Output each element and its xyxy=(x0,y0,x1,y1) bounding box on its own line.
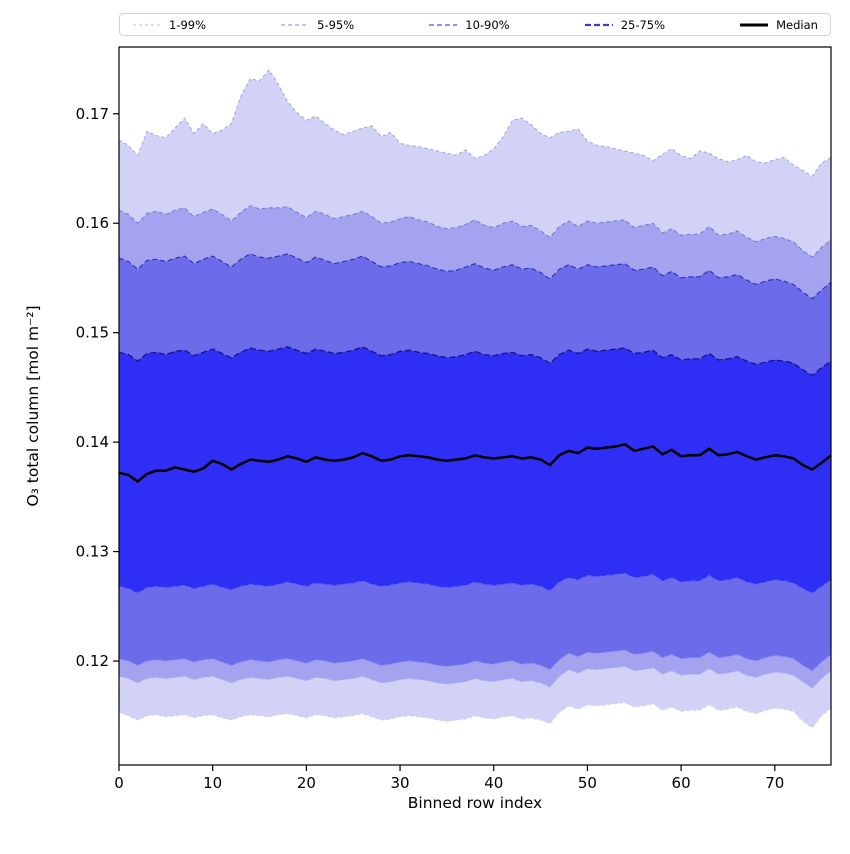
x-tick-label: 70 xyxy=(765,774,784,792)
legend-label: 25-75% xyxy=(620,17,666,32)
p1-line xyxy=(118,702,832,729)
y-tick-label: 0.12 xyxy=(76,652,109,670)
legend-entry-10-90-: 10-90% xyxy=(428,17,510,32)
p75-line xyxy=(118,346,832,377)
x-tick-label: 50 xyxy=(578,774,597,792)
legend-label: 1-99% xyxy=(169,17,207,32)
x-tick-label: 10 xyxy=(203,774,222,792)
y-tick-label: 0.14 xyxy=(76,433,109,451)
legend-entry-1-99-: 1-99% xyxy=(132,18,206,32)
legend-line-sample xyxy=(133,23,161,26)
x-axis-label: Binned row index xyxy=(408,794,542,812)
band-25-75 xyxy=(119,346,831,594)
legend-line-sample xyxy=(740,23,769,26)
y-tick-label: 0.15 xyxy=(76,324,109,342)
x-tick-label: 20 xyxy=(297,774,316,792)
legend-label: 10-90% xyxy=(465,17,510,32)
median-line xyxy=(118,443,832,483)
p5-line xyxy=(118,666,832,689)
legend-label: Median xyxy=(776,17,818,32)
legend-entry-25-75-: 25-75% xyxy=(584,18,665,32)
p90-line xyxy=(118,253,832,300)
x-tick-label: 0 xyxy=(114,774,124,792)
legend-entry-median: Median xyxy=(739,18,818,32)
percentile-edge-lines xyxy=(118,69,832,729)
legend: 1-99% 5-95% 10-90% 25-75% Median xyxy=(119,13,831,36)
y-tick-label: 0.16 xyxy=(76,214,109,232)
legend-line-sample xyxy=(429,23,458,26)
p10-line xyxy=(118,649,832,672)
axis-ticks: 0 10 20 30 40 50 60 70 0.12 0.13 0.14 0.15 0.16 0.17 xyxy=(76,105,785,792)
legend-line-sample xyxy=(281,23,310,26)
x-tick-label: 60 xyxy=(672,774,691,792)
plot-frame xyxy=(118,46,832,766)
legend-entry-5-95-: 5-95% xyxy=(280,18,354,32)
p99-line xyxy=(118,69,832,177)
legend-line-sample xyxy=(584,23,613,26)
p95-line xyxy=(118,205,832,258)
median-line xyxy=(118,443,832,483)
y-tick-label: 0.17 xyxy=(76,105,109,123)
legend-label: 5-95% xyxy=(317,17,355,32)
x-tick-label: 40 xyxy=(484,774,503,792)
percentile-bands xyxy=(119,70,831,728)
x-tick-label: 30 xyxy=(391,774,410,792)
y-tick-label: 0.13 xyxy=(76,543,109,561)
y-axis-label: O₃ total column [mol m⁻²] xyxy=(24,305,42,506)
